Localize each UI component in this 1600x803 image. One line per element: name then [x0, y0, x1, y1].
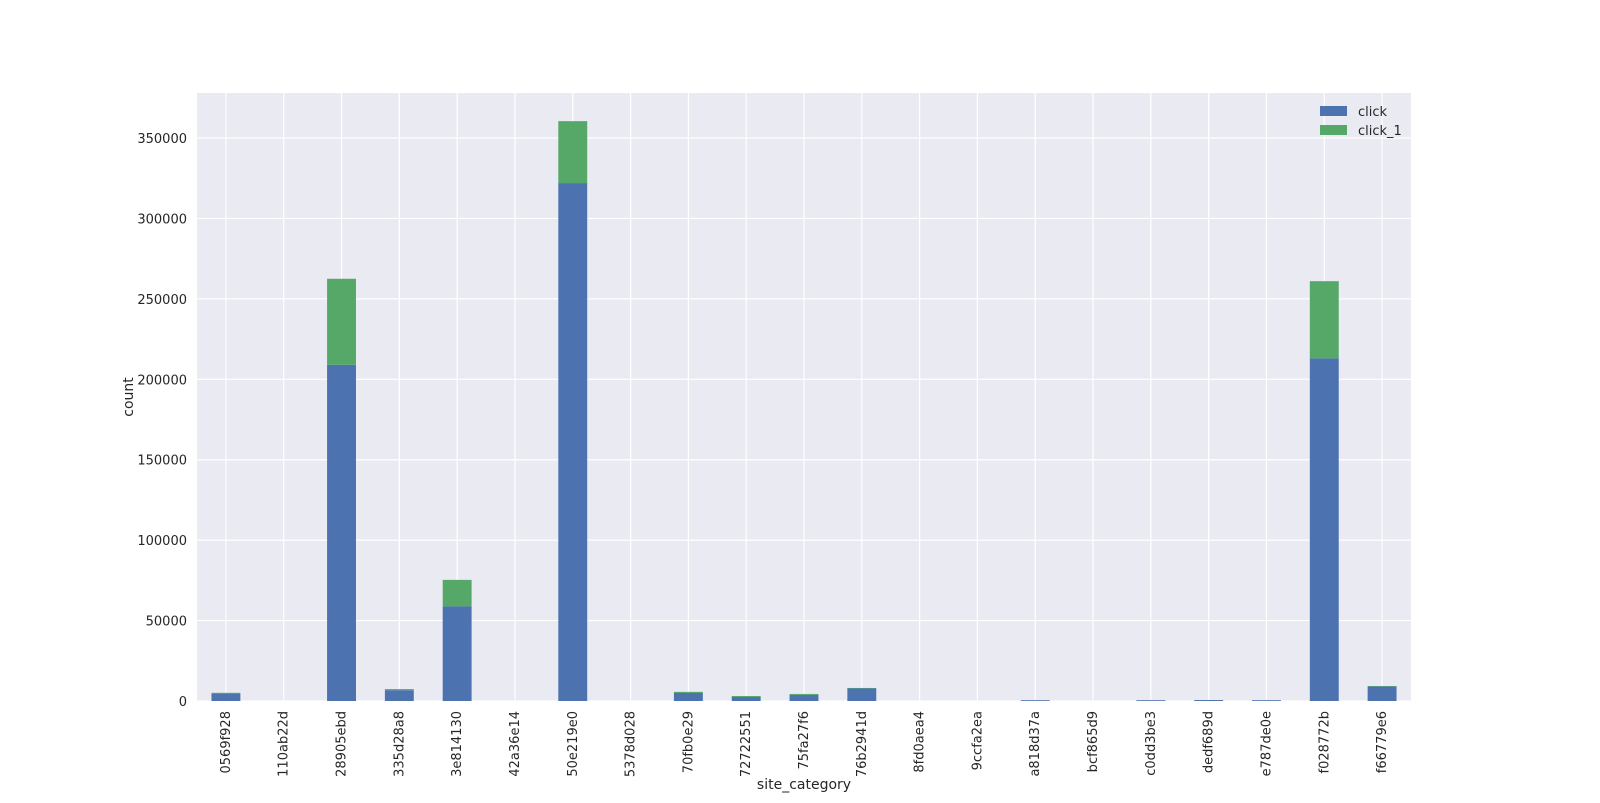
- bar-click-70fb0e29: [673, 692, 703, 701]
- bar-click-c0dd3be3: [1136, 700, 1166, 701]
- x-axis-ticks: 0569f928 110ab22d 28905ebd 335d28a8 3e814130…: [219, 711, 1390, 777]
- bar-click-75fa27f6: [789, 694, 819, 701]
- x-axis-label: site_category: [757, 777, 851, 793]
- y-tick-label: 300000: [137, 212, 187, 227]
- x-tick-label: 50e219e0: [566, 711, 581, 777]
- y-tick-label: 100000: [137, 534, 187, 549]
- bar-click-a818d37a: [1020, 700, 1050, 701]
- bars: [211, 121, 1397, 701]
- x-tick-label: f66779e6: [1375, 711, 1390, 773]
- y-axis-label: count: [121, 377, 137, 417]
- x-tick-label: 0569f928: [219, 711, 234, 773]
- bar-click-335d28a8: [384, 690, 414, 701]
- bar-click-f028772b: [1309, 358, 1339, 701]
- y-axis-ticks: 0 50000 100000 150000 200000 250000 300000 3500…: [137, 132, 187, 710]
- y-tick-label: 200000: [137, 373, 187, 388]
- bar-click-e787de0e: [1252, 700, 1281, 701]
- x-tick-label: a818d37a: [1028, 711, 1043, 777]
- x-tick-label: 9ccfa2ea: [970, 711, 985, 770]
- bar-click_1-75fa27f6: [789, 693, 819, 695]
- bar-click_1-3e814130: [442, 579, 472, 607]
- bar-click_1-50e219e0: [558, 121, 588, 184]
- x-tick-label: 28905ebd: [335, 711, 350, 777]
- bar-click_1-70fb0e29: [673, 691, 703, 693]
- x-tick-label: c0dd3be3: [1144, 711, 1159, 776]
- x-tick-label: 5378d028: [624, 711, 639, 777]
- bar-click_1-76b2941d: [847, 687, 877, 689]
- x-tick-label: bcf865d9: [1086, 711, 1101, 772]
- bar-click_1-335d28a8: [384, 689, 414, 691]
- x-tick-label: 42a36e14: [508, 711, 523, 777]
- x-tick-label: 335d28a8: [392, 711, 407, 777]
- x-tick-label: e787de0e: [1259, 711, 1274, 776]
- bar-click_1-28905ebd: [327, 278, 356, 365]
- bar-click-76b2941d: [847, 688, 877, 701]
- bar-click_1-f66779e6: [1367, 686, 1397, 687]
- legend-swatch-click: [1320, 106, 1347, 116]
- legend-swatch-click_1: [1320, 125, 1347, 135]
- bar-click-3e814130: [442, 606, 472, 701]
- x-tick-label: 3e814130: [450, 711, 465, 777]
- legend-label-click: click: [1358, 105, 1388, 120]
- x-tick-label: dedf689d: [1202, 711, 1217, 773]
- x-tick-label: 72722551: [739, 711, 754, 777]
- x-tick-label: 70fb0e29: [681, 711, 696, 773]
- x-tick-label: f028772b: [1317, 711, 1332, 773]
- x-tick-label: 8fd0aea4: [913, 711, 928, 773]
- x-tick-label: 75fa27f6: [797, 711, 812, 769]
- y-tick-label: 150000: [137, 454, 187, 469]
- bar-click_1-0569f928: [211, 692, 241, 694]
- bar-click_1-f028772b: [1309, 281, 1339, 359]
- y-tick-label: 50000: [146, 615, 187, 630]
- legend-label-click_1: click_1: [1358, 124, 1402, 139]
- bar-click_1-72722551: [731, 696, 761, 697]
- legend: click click_1: [1320, 105, 1402, 139]
- bar-click-72722551: [731, 696, 761, 701]
- x-tick-label: 110ab22d: [277, 711, 292, 777]
- y-tick-label: 250000: [137, 293, 187, 308]
- y-tick-label: 350000: [137, 132, 187, 147]
- bar-click-f66779e6: [1367, 686, 1397, 701]
- bar-click-28905ebd: [327, 364, 356, 701]
- bar-click-dedf689d: [1194, 700, 1224, 701]
- bar-click-50e219e0: [558, 183, 588, 701]
- x-tick-label: 76b2941d: [855, 711, 870, 777]
- y-tick-label: 0: [179, 695, 187, 710]
- bar-click-0569f928: [211, 693, 241, 701]
